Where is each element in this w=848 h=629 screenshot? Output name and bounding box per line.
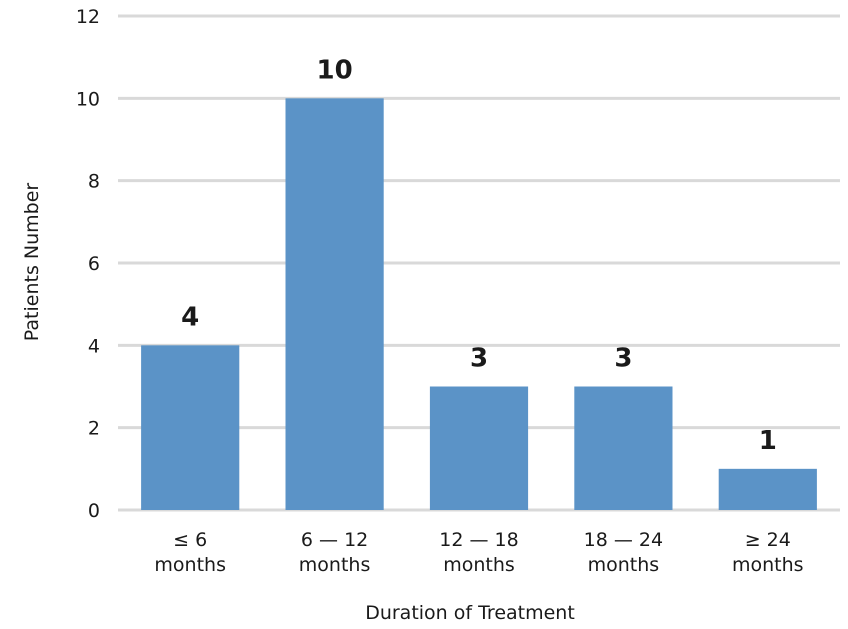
bar bbox=[574, 386, 673, 510]
x-category-label: 18 — 24 bbox=[584, 529, 663, 551]
y-tick-label: 4 bbox=[88, 335, 100, 357]
data-label: 3 bbox=[614, 344, 632, 374]
x-category-label: months bbox=[443, 554, 515, 576]
x-category-label: ≥ 24 bbox=[745, 529, 791, 551]
x-category-label: months bbox=[588, 554, 660, 576]
x-category-label: ≤ 6 bbox=[173, 529, 207, 551]
y-tick-label: 2 bbox=[88, 418, 100, 440]
x-category-label: 6 — 12 bbox=[301, 529, 368, 551]
data-label: 3 bbox=[470, 344, 488, 374]
data-label: 4 bbox=[181, 302, 199, 332]
y-tick-label: 12 bbox=[76, 6, 100, 28]
bars bbox=[141, 98, 817, 510]
x-category-label: months bbox=[299, 554, 371, 576]
y-tick-label: 10 bbox=[76, 88, 100, 110]
x-axis-title: Duration of Treatment bbox=[365, 602, 575, 624]
data-label: 10 bbox=[317, 55, 353, 85]
data-label: 1 bbox=[759, 426, 777, 456]
bar bbox=[285, 98, 384, 510]
bar bbox=[141, 345, 240, 510]
data-labels: 4 10 3 3 1 bbox=[181, 55, 777, 456]
y-tick-label: 6 bbox=[88, 253, 100, 275]
y-tick-label: 0 bbox=[88, 500, 100, 522]
y-axis-title: Patients Number bbox=[21, 183, 43, 342]
y-axis-ticks: 0 2 4 6 8 10 12 bbox=[76, 6, 100, 522]
x-category-label: 12 — 18 bbox=[439, 529, 518, 551]
x-category-label: months bbox=[732, 554, 804, 576]
bar bbox=[718, 468, 817, 510]
x-axis-categories: ≤ 6 months 6 — 12 months 12 — 18 months 18 — 2… bbox=[154, 529, 803, 576]
x-category-label: months bbox=[154, 554, 226, 576]
y-tick-label: 8 bbox=[88, 171, 100, 193]
bar bbox=[429, 386, 529, 510]
